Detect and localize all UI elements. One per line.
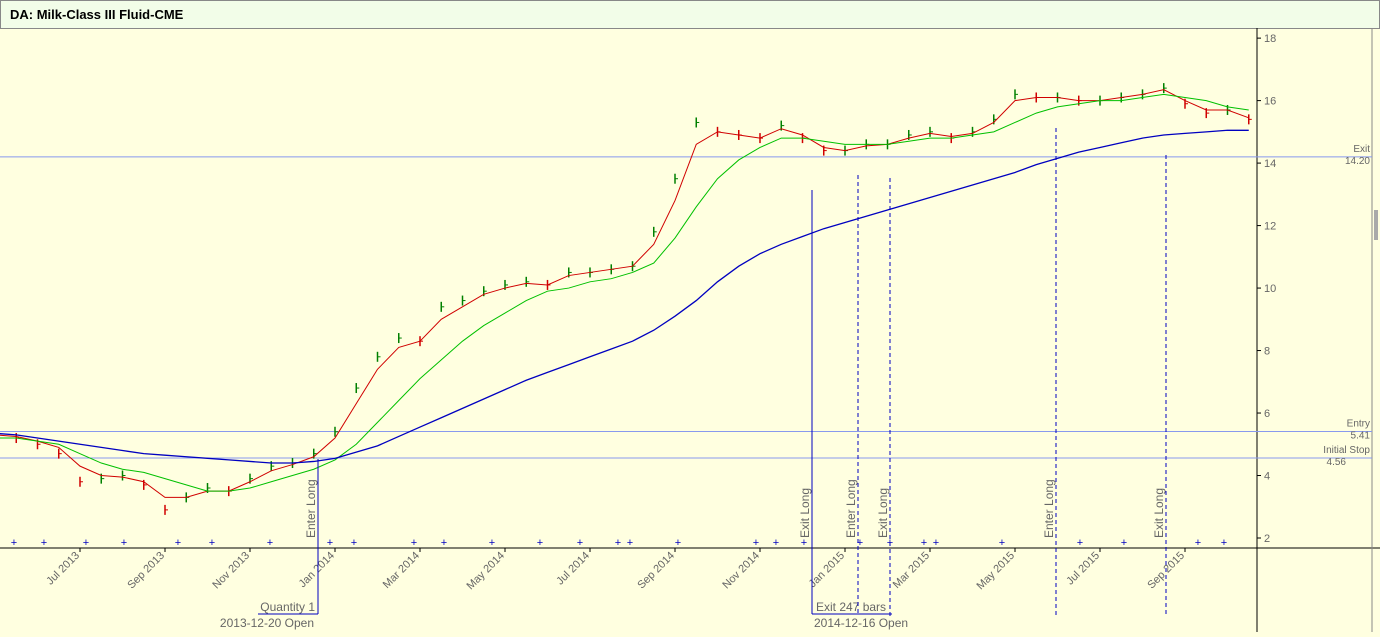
signal-marker: + (577, 537, 583, 549)
trade-date: 2014-12-16 Open (814, 616, 908, 630)
signal-marker: + (1195, 537, 1201, 549)
signal-marker: + (411, 537, 417, 549)
trade-label: Exit Long (1152, 488, 1166, 538)
trade-label: Exit Long (798, 488, 812, 538)
signal-marker: + (351, 537, 357, 549)
signal-marker: + (11, 537, 17, 549)
scroll-thumb[interactable] (1374, 210, 1378, 240)
signal-marker: + (267, 537, 273, 549)
moving-average (0, 93, 1249, 492)
trade-date: 2013-12-20 Open (220, 616, 314, 630)
signal-marker: + (489, 537, 495, 549)
moving-average (0, 129, 1249, 464)
signal-marker: + (675, 537, 681, 549)
y-tick-label: 16 (1264, 96, 1276, 108)
y-tick-label: 2 (1264, 533, 1270, 545)
signal-marker: + (933, 537, 939, 549)
title-bar (0, 0, 1380, 29)
trade-note: Exit 247 bars (816, 600, 886, 614)
level-name: Entry (1347, 418, 1370, 429)
signal-marker: + (921, 537, 927, 549)
signal-marker: + (857, 537, 863, 549)
y-tick-label: 6 (1264, 408, 1270, 420)
signal-marker: + (801, 537, 807, 549)
y-tick-label: 18 (1264, 33, 1276, 45)
chart-title: DA: Milk-Class III Fluid-CME (10, 7, 184, 22)
signal-marker: + (327, 537, 333, 549)
signal-marker: + (627, 537, 633, 549)
trade-label: Enter Long (844, 479, 858, 538)
signal-marker: + (121, 537, 127, 549)
y-tick-label: 8 (1264, 346, 1270, 358)
signal-marker: + (41, 537, 47, 549)
trade-label: Enter Long (304, 479, 318, 538)
trade-note: Quantity 1 (260, 600, 315, 614)
signal-marker: + (615, 537, 621, 549)
moving-average (0, 89, 1249, 498)
signal-marker: + (83, 537, 89, 549)
signal-marker: + (441, 537, 447, 549)
y-tick-label: 4 (1264, 471, 1270, 483)
level-value: 4.56 (1327, 457, 1347, 468)
signal-marker: + (1221, 537, 1227, 549)
level-name: Exit (1353, 144, 1370, 155)
signal-marker: + (753, 537, 759, 549)
trade-label: Exit Long (876, 488, 890, 538)
signal-marker: + (773, 537, 779, 549)
y-tick-label: 10 (1264, 283, 1276, 295)
level-name: Initial Stop (1323, 445, 1370, 456)
trade-label: Enter Long (1042, 479, 1056, 538)
level-value: 5.41 (1351, 430, 1371, 441)
signal-marker: + (175, 537, 181, 549)
signal-marker: + (1077, 537, 1083, 549)
y-tick-label: 14 (1264, 158, 1276, 170)
y-tick-label: 12 (1264, 221, 1276, 233)
signal-marker: + (999, 537, 1005, 549)
signal-marker: + (1121, 537, 1127, 549)
signal-marker: + (887, 537, 893, 549)
signal-marker: + (209, 537, 215, 549)
signal-marker: + (537, 537, 543, 549)
level-value: 14.20 (1345, 156, 1370, 167)
